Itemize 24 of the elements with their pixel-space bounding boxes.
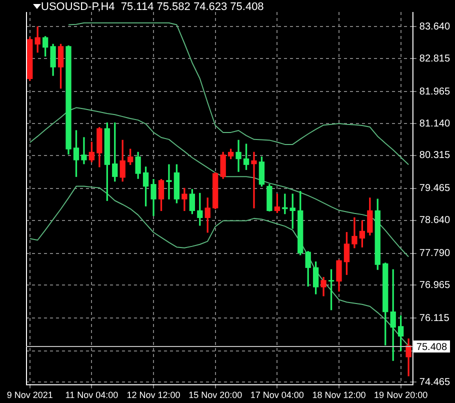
- x-tick-label: 19 Nov 20:00: [374, 390, 428, 400]
- x-tick-label: 12 Nov 12:00: [126, 390, 180, 400]
- y-tick-label: 80.315: [419, 150, 450, 162]
- y-tick-label: 76.115: [419, 312, 450, 324]
- y-tick-label: 82.815: [419, 53, 450, 64]
- x-tick-label: 17 Nov 04:00: [250, 390, 304, 400]
- ref-line-label: 75.408: [416, 342, 448, 353]
- candlestick: [251, 152, 257, 208]
- candlestick: [236, 140, 242, 172]
- y-tick-label: 76.965: [419, 280, 450, 291]
- y-tick-label: 77.790: [419, 248, 450, 260]
- y-tick-label: 79.465: [419, 183, 450, 194]
- y-tick-label: 81.965: [419, 86, 450, 98]
- y-tick-label: 74.465: [419, 376, 450, 388]
- y-tick-label: 78.640: [419, 215, 450, 226]
- x-tick-label: 9 Nov 2021: [6, 390, 53, 400]
- candlestick: [81, 137, 87, 164]
- x-tick-label: 18 Nov 12:00: [312, 390, 366, 400]
- x-tick-label: 15 Nov 20:00: [188, 390, 242, 400]
- x-tick-label: 11 Nov 04:00: [65, 390, 118, 400]
- chart-title: USOUSD-P,H4 75.114 75.582 74.623 75.408: [41, 1, 264, 14]
- y-tick-label: 81.140: [419, 118, 450, 130]
- candlestick: [166, 164, 172, 200]
- y-tick-label: 83.640: [419, 21, 450, 32]
